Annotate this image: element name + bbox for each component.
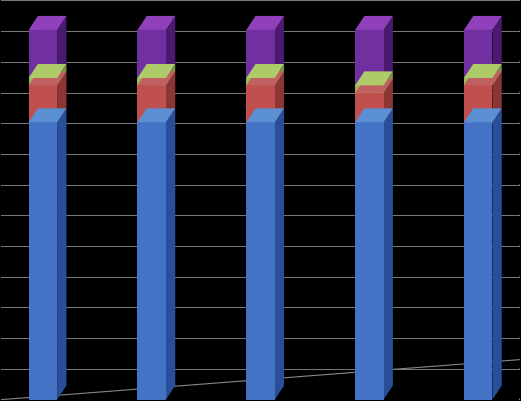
Polygon shape — [166, 17, 175, 79]
Bar — [246, 123, 275, 400]
Polygon shape — [138, 109, 175, 123]
Polygon shape — [275, 72, 284, 123]
Bar — [246, 31, 275, 79]
Polygon shape — [492, 65, 502, 86]
Polygon shape — [464, 65, 502, 79]
Polygon shape — [29, 72, 66, 86]
Polygon shape — [355, 79, 393, 93]
Polygon shape — [464, 72, 502, 86]
Bar — [464, 79, 492, 86]
Polygon shape — [138, 65, 175, 79]
Bar — [355, 86, 383, 93]
Polygon shape — [138, 17, 175, 31]
Polygon shape — [29, 17, 66, 31]
Bar — [29, 31, 57, 79]
Bar — [138, 86, 166, 123]
Bar — [29, 123, 57, 400]
Polygon shape — [355, 17, 393, 31]
Polygon shape — [383, 17, 393, 86]
Polygon shape — [166, 72, 175, 123]
Polygon shape — [246, 17, 284, 31]
Polygon shape — [57, 17, 66, 79]
Bar — [355, 31, 383, 86]
Polygon shape — [246, 72, 284, 86]
Polygon shape — [166, 109, 175, 400]
Polygon shape — [275, 109, 284, 400]
Bar — [138, 79, 166, 86]
Polygon shape — [29, 109, 66, 123]
Bar — [29, 79, 57, 86]
Bar — [464, 123, 492, 400]
Polygon shape — [275, 65, 284, 86]
Bar — [29, 86, 57, 123]
Polygon shape — [138, 72, 175, 86]
Polygon shape — [492, 109, 502, 400]
Bar — [138, 123, 166, 400]
Bar — [355, 93, 383, 123]
Polygon shape — [57, 65, 66, 86]
Polygon shape — [57, 109, 66, 400]
Polygon shape — [29, 65, 66, 79]
Polygon shape — [246, 109, 284, 123]
Bar — [464, 86, 492, 123]
Polygon shape — [355, 109, 393, 123]
Polygon shape — [492, 17, 502, 79]
Polygon shape — [383, 72, 393, 93]
Polygon shape — [166, 65, 175, 86]
Bar — [355, 123, 383, 400]
Polygon shape — [464, 17, 502, 31]
Polygon shape — [492, 72, 502, 123]
Bar — [246, 86, 275, 123]
Bar — [464, 31, 492, 79]
Polygon shape — [383, 109, 393, 400]
Bar — [138, 31, 166, 79]
Polygon shape — [275, 17, 284, 79]
Bar — [246, 79, 275, 86]
Polygon shape — [383, 79, 393, 123]
Polygon shape — [464, 109, 502, 123]
Polygon shape — [246, 65, 284, 79]
Polygon shape — [57, 72, 66, 123]
Polygon shape — [355, 72, 393, 86]
